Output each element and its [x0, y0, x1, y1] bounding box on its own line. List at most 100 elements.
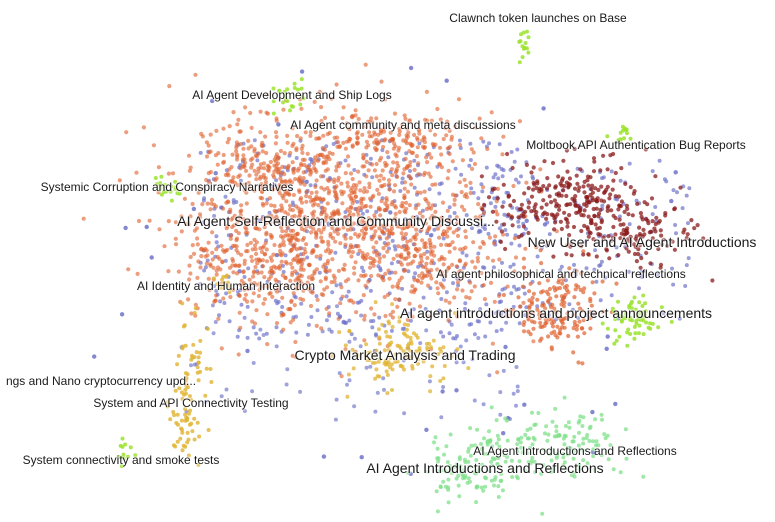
scatter-point — [356, 116, 361, 122]
scatter-point — [559, 226, 565, 232]
scatter-point — [319, 235, 324, 240]
scatter-point — [287, 203, 293, 208]
scatter-point — [124, 130, 129, 135]
scatter-point — [516, 180, 521, 185]
scatter-point — [485, 439, 490, 444]
scatter-point — [600, 203, 605, 208]
scatter-point — [399, 245, 404, 250]
scatter-point — [214, 234, 219, 239]
scatter-point — [238, 288, 243, 293]
scatter-point — [292, 81, 297, 86]
scatter-point — [374, 137, 379, 142]
scatter-point — [382, 138, 387, 143]
scatter-point — [529, 170, 534, 175]
scatter-point — [161, 189, 166, 194]
scatter-point — [531, 187, 536, 192]
scatter-point — [631, 242, 637, 247]
scatter-point — [396, 164, 401, 169]
scatter-point — [428, 174, 433, 179]
scatter-point — [488, 201, 493, 206]
scatter-point — [501, 431, 506, 436]
scatter-point — [262, 297, 267, 302]
scatter-point — [211, 276, 216, 281]
scatter-point — [374, 161, 379, 167]
scatter-point — [274, 186, 279, 191]
scatter-point — [429, 268, 434, 273]
scatter-point — [324, 154, 329, 159]
scatter-point — [412, 132, 417, 138]
scatter-point — [283, 93, 288, 98]
scatter-point — [189, 421, 194, 426]
scatter-point — [274, 178, 279, 183]
scatter-point — [416, 357, 421, 362]
scatter-point — [497, 142, 502, 147]
scatter-point — [469, 147, 474, 152]
scatter-point — [387, 321, 392, 326]
scatter-point — [156, 165, 161, 170]
scatter-point — [400, 326, 405, 331]
scatter-point — [562, 442, 567, 447]
scatter-point — [380, 168, 385, 173]
scatter-point — [298, 279, 303, 284]
scatter-point — [290, 265, 295, 270]
scatter-point — [444, 133, 449, 138]
scatter-point — [321, 239, 326, 244]
scatter-point — [509, 215, 515, 220]
scatter-point — [197, 434, 202, 439]
scatter-point — [311, 249, 316, 254]
scatter-point — [265, 312, 270, 317]
scatter-point — [616, 207, 621, 212]
scatter-point — [561, 188, 566, 193]
scatter-point — [514, 403, 518, 408]
scatter-point — [450, 262, 455, 267]
scatter-point — [490, 341, 495, 346]
scatter-point — [364, 189, 370, 194]
scatter-point — [227, 290, 232, 294]
scatter-point — [387, 276, 392, 281]
scatter-point — [366, 279, 371, 284]
scatter-point — [399, 231, 404, 236]
scatter-point — [544, 202, 549, 207]
scatter-point — [342, 233, 347, 239]
scatter-point — [214, 128, 219, 133]
scatter-point — [524, 271, 529, 276]
scatter-point — [505, 232, 510, 237]
scatter-point — [404, 133, 409, 138]
scatter-point — [173, 444, 178, 449]
scatter-point — [241, 153, 246, 158]
scatter-point — [403, 217, 408, 222]
scatter-point — [685, 232, 690, 237]
scatter-point — [630, 213, 635, 218]
scatter-point — [587, 230, 592, 235]
scatter-point — [600, 321, 605, 326]
scatter-point — [301, 170, 306, 175]
scatter-point — [286, 284, 291, 289]
scatter-point — [499, 299, 503, 304]
scatter-point — [272, 175, 277, 180]
scatter-point — [511, 183, 516, 189]
scatter-point — [463, 235, 469, 240]
scatter-point — [502, 222, 507, 227]
scatter-point — [367, 134, 372, 139]
scatter-point — [475, 255, 480, 261]
scatter-point — [454, 228, 459, 233]
scatter-point — [156, 190, 161, 195]
scatter-point — [214, 247, 219, 252]
scatter-point — [581, 441, 586, 446]
scatter-point — [436, 469, 441, 474]
scatter-point — [389, 167, 394, 172]
scatter-point — [430, 249, 435, 254]
scatter-point — [201, 198, 206, 203]
scatter-point — [504, 320, 509, 325]
scatter-point — [416, 217, 421, 222]
scatter-point — [347, 213, 352, 218]
scatter-point — [659, 305, 664, 310]
scatter-point — [478, 467, 482, 472]
scatter-point — [512, 284, 516, 289]
scatter-point — [179, 214, 184, 219]
scatter-point — [499, 327, 504, 332]
scatter-point — [552, 329, 557, 334]
scatter-point — [644, 250, 649, 255]
scatter-point — [384, 223, 389, 228]
scatter-point — [304, 189, 309, 194]
